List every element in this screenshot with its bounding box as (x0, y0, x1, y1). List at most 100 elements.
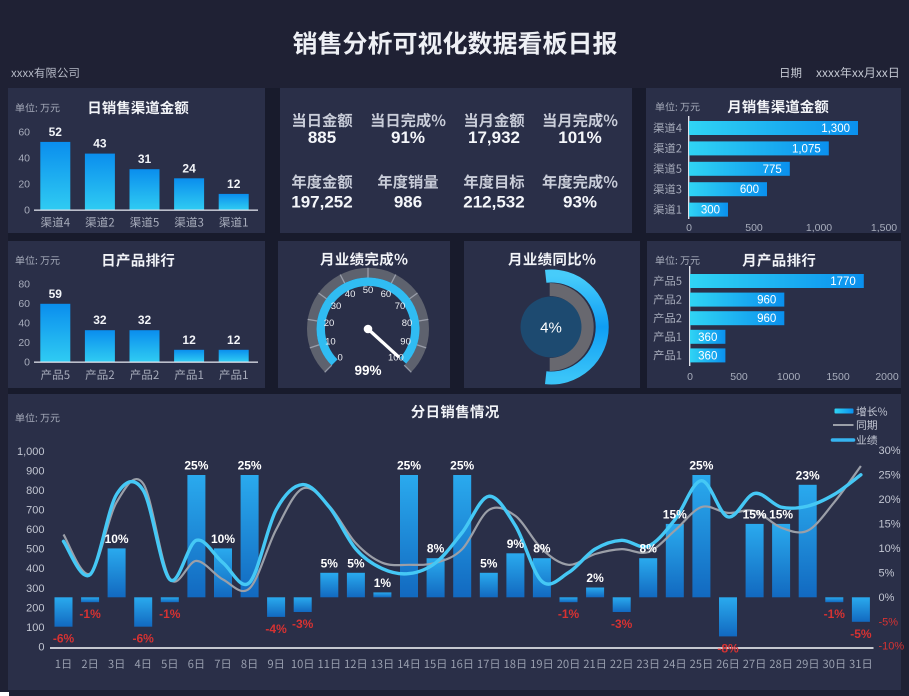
svg-text:0: 0 (687, 371, 693, 383)
svg-text:40: 40 (345, 289, 356, 300)
svg-text:212,532: 212,532 (463, 193, 524, 212)
svg-text:1,300: 1,300 (821, 123, 850, 135)
svg-text:93%: 93% (563, 193, 597, 212)
svg-text:0: 0 (337, 352, 342, 363)
svg-text:32: 32 (138, 313, 152, 327)
svg-text:30%: 30% (879, 445, 901, 457)
svg-text:-3%: -3% (292, 617, 314, 631)
svg-text:0: 0 (24, 357, 30, 369)
svg-text:43: 43 (93, 137, 107, 151)
svg-text:900: 900 (26, 465, 44, 477)
svg-text:52: 52 (49, 125, 63, 139)
svg-text:197,252: 197,252 (291, 193, 352, 212)
svg-text:300: 300 (701, 205, 720, 217)
svg-text:-6%: -6% (133, 632, 155, 646)
svg-text:600: 600 (26, 524, 44, 536)
svg-text:360: 360 (698, 350, 717, 362)
svg-text:20: 20 (324, 318, 335, 329)
svg-text:20: 20 (18, 337, 30, 349)
svg-text:15%: 15% (663, 507, 687, 521)
svg-text:2000: 2000 (875, 371, 899, 383)
svg-text:500: 500 (26, 544, 44, 556)
svg-text:31: 31 (138, 152, 152, 166)
svg-text:32: 32 (93, 313, 107, 327)
svg-text:25%: 25% (184, 459, 208, 473)
svg-text:960: 960 (757, 313, 776, 325)
svg-text:600: 600 (740, 184, 759, 196)
svg-text:400: 400 (26, 563, 44, 575)
svg-text:5%: 5% (347, 556, 365, 570)
svg-text:20: 20 (18, 179, 30, 191)
svg-text:-4%: -4% (265, 622, 287, 636)
svg-text:12: 12 (227, 177, 241, 191)
svg-text:-5%: -5% (850, 627, 872, 641)
svg-text:1,500: 1,500 (871, 222, 897, 234)
svg-text:1000: 1000 (777, 371, 801, 383)
svg-text:8%: 8% (533, 542, 551, 556)
svg-text:100: 100 (26, 622, 44, 634)
svg-text:101%: 101% (558, 128, 601, 147)
svg-text:8%: 8% (427, 542, 445, 556)
svg-text:0: 0 (24, 205, 30, 217)
svg-text:59: 59 (49, 287, 63, 301)
svg-text:25%: 25% (450, 459, 474, 473)
svg-text:60: 60 (18, 298, 30, 310)
svg-text:90: 90 (400, 337, 411, 348)
svg-text:-8%: -8% (717, 641, 739, 655)
svg-text:2%: 2% (586, 571, 604, 585)
svg-text:15%: 15% (743, 507, 767, 521)
svg-text:24: 24 (182, 161, 196, 175)
svg-text:25%: 25% (879, 469, 901, 481)
svg-text:300: 300 (26, 583, 44, 595)
svg-text:15%: 15% (879, 518, 901, 530)
svg-text:1500: 1500 (826, 371, 850, 383)
svg-text:-6%: -6% (53, 632, 75, 646)
svg-text:70: 70 (395, 301, 406, 312)
svg-text:50: 50 (363, 285, 374, 296)
svg-text:17,932: 17,932 (468, 128, 520, 147)
svg-text:80: 80 (18, 278, 30, 290)
svg-text:40: 40 (18, 317, 30, 329)
svg-text:1,075: 1,075 (792, 143, 821, 155)
svg-text:1,000: 1,000 (17, 446, 45, 458)
svg-text:200: 200 (26, 602, 44, 614)
svg-text:10: 10 (325, 337, 336, 348)
svg-text:25%: 25% (689, 459, 713, 473)
svg-text:80: 80 (402, 318, 413, 329)
svg-text:40: 40 (18, 153, 30, 165)
svg-text:-3%: -3% (611, 617, 633, 631)
svg-text:60: 60 (18, 127, 30, 139)
svg-text:10%: 10% (879, 543, 901, 555)
svg-text:775: 775 (763, 164, 782, 176)
svg-text:-10%: -10% (879, 641, 905, 653)
svg-text:15%: 15% (769, 507, 793, 521)
svg-text:10%: 10% (105, 532, 129, 546)
svg-text:25%: 25% (397, 459, 421, 473)
svg-text:25%: 25% (238, 459, 262, 473)
svg-text:12: 12 (182, 333, 196, 347)
svg-text:20%: 20% (879, 494, 901, 506)
svg-text:8%: 8% (640, 542, 658, 556)
svg-text:1%: 1% (374, 576, 392, 590)
svg-text:12: 12 (227, 333, 241, 347)
svg-text:100: 100 (388, 352, 404, 363)
svg-text:500: 500 (730, 371, 748, 383)
svg-text:0: 0 (38, 642, 44, 654)
svg-text:-1%: -1% (79, 607, 101, 621)
svg-text:10%: 10% (211, 532, 235, 546)
svg-text:9%: 9% (507, 537, 525, 551)
svg-text:500: 500 (745, 222, 763, 234)
svg-text:800: 800 (26, 485, 44, 497)
svg-text:1,000: 1,000 (806, 222, 832, 234)
svg-text:5%: 5% (321, 556, 339, 570)
svg-text:99%: 99% (354, 363, 381, 378)
svg-text:91%: 91% (391, 128, 425, 147)
svg-text:360: 360 (698, 332, 717, 344)
svg-text:960: 960 (757, 295, 776, 307)
svg-text:986: 986 (394, 193, 422, 212)
svg-text:30: 30 (331, 301, 342, 312)
svg-text:-5%: -5% (879, 616, 899, 628)
svg-text:60: 60 (381, 289, 392, 300)
svg-text:-1%: -1% (558, 607, 580, 621)
svg-text:23%: 23% (796, 468, 820, 482)
